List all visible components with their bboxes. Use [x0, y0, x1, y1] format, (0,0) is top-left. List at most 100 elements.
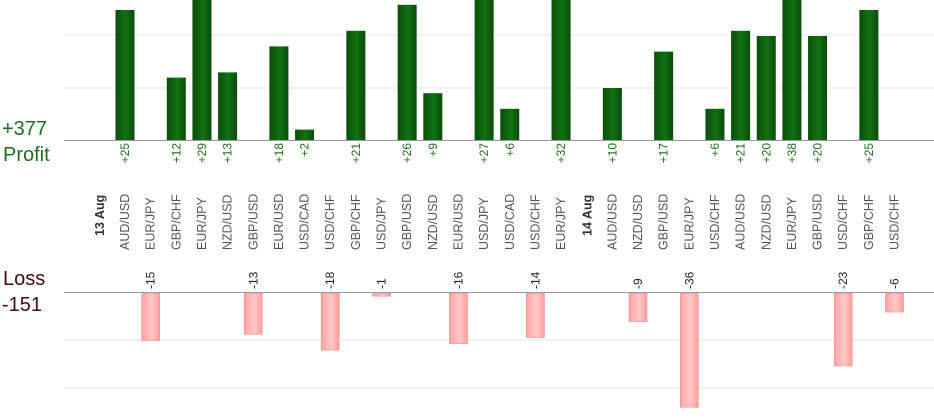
value-label: +17 — [657, 143, 671, 164]
value-label: +21 — [349, 143, 363, 164]
category-label: USD/CAD — [298, 194, 312, 250]
category-label: GBP/CHF — [169, 194, 183, 250]
category-label: AUD/USD — [118, 194, 132, 250]
loss-bar — [243, 292, 263, 335]
loss-bar — [833, 292, 853, 367]
value-label: +20 — [811, 143, 825, 164]
value-label: +6 — [708, 143, 722, 157]
category-label: NZD/USD — [631, 194, 645, 250]
value-label: -1 — [375, 278, 389, 289]
profit-bar — [756, 36, 776, 140]
category-label: GBP/USD — [400, 194, 414, 250]
profit-bar — [295, 129, 315, 140]
value-label: +10 — [605, 143, 619, 164]
profit-bar — [782, 0, 802, 141]
profit-bar — [192, 0, 212, 141]
value-label: +38 — [785, 143, 799, 164]
profit-bar — [474, 0, 494, 140]
value-label: -9 — [631, 278, 645, 289]
profit-bar — [654, 51, 674, 140]
profit-bar — [346, 30, 366, 140]
category-label: NZD/USD — [221, 194, 235, 250]
loss-bar — [526, 292, 545, 338]
category-label: EUR/JPY — [785, 197, 799, 250]
profit-bar — [397, 4, 417, 140]
loss-bar — [679, 292, 699, 408]
value-label: +25 — [862, 143, 876, 164]
profit-bar — [859, 10, 879, 140]
value-label: -15 — [144, 271, 158, 289]
loss-bar — [449, 292, 468, 345]
bars — [115, 0, 904, 408]
value-label: -6 — [888, 278, 902, 289]
category-label: GBP/CHF — [349, 194, 363, 250]
value-label: +26 — [400, 143, 414, 164]
category-label: USD/CAD — [503, 194, 517, 250]
profit-total: +377 — [2, 118, 48, 140]
category-label: GBP/CHF — [862, 194, 876, 250]
category-label: EUR/USD — [451, 194, 465, 250]
value-label: +25 — [118, 143, 132, 164]
category-label: EUR/JPY — [554, 197, 568, 250]
value-labels: +25 -15 +12 +29 +13 -13 +18 +2 -18 +21 -1 +26 +9 -16 +… — [118, 143, 902, 289]
value-label: +6 — [503, 143, 517, 157]
value-label: -23 — [836, 271, 850, 289]
category-label: USD/JPY — [375, 197, 389, 250]
profit-bar — [500, 108, 520, 140]
loss-total: -151 — [2, 294, 43, 316]
value-label: +13 — [221, 143, 235, 164]
category-label: USD/CHF — [708, 194, 722, 250]
value-label: -18 — [323, 271, 337, 289]
loss-bar — [372, 292, 391, 297]
category-label: EUR/JPY — [682, 197, 696, 250]
value-label: +29 — [195, 143, 209, 164]
loss-bar — [628, 292, 648, 322]
value-label: +32 — [554, 143, 568, 164]
profit-bar — [808, 36, 828, 140]
profit-label: Profit — [3, 144, 50, 166]
category-label: NZD/USD — [759, 194, 773, 250]
value-label: +27 — [477, 143, 491, 164]
profit-bar — [115, 10, 135, 140]
category-label: EUR/JPY — [195, 197, 209, 250]
loss-bar — [141, 292, 160, 341]
category-label: USD/JPY — [477, 197, 491, 250]
category-label: NZD/USD — [426, 194, 440, 250]
loss-label: Loss — [3, 268, 46, 290]
category-label: EUR/USD — [272, 194, 286, 250]
category-label: USD/CHF — [323, 194, 337, 250]
category-label: EUR/JPY — [144, 197, 158, 250]
value-label: +9 — [426, 143, 440, 157]
profit-bar — [423, 93, 443, 140]
profit-bar — [218, 72, 238, 140]
axes — [64, 140, 934, 293]
value-label: -16 — [451, 271, 465, 289]
value-label: +2 — [298, 143, 312, 157]
profit-bar — [551, 0, 571, 140]
profit-bar — [731, 30, 751, 140]
value-label: -13 — [246, 271, 260, 289]
value-label: -14 — [528, 271, 542, 289]
value-label: +18 — [272, 143, 286, 164]
category-label: USD/CHF — [888, 194, 902, 250]
profit-bar — [269, 46, 289, 140]
profit-bar — [705, 108, 725, 140]
value-label: +21 — [734, 143, 748, 164]
category-label: AUD/USD — [605, 194, 619, 250]
category-label: GBP/USD — [246, 194, 260, 250]
category-label: GBP/USD — [657, 194, 671, 250]
profit-bar — [166, 77, 186, 140]
category-labels: AUD/USD EUR/JPY GBP/CHF EUR/JPY NZD/USD GBP/U… — [93, 194, 902, 250]
date-group-label: 13 Aug — [93, 195, 107, 236]
value-label: -36 — [682, 271, 696, 289]
category-label: USD/CHF — [836, 194, 850, 250]
category-label: GBP/USD — [811, 194, 825, 250]
category-label: AUD/USD — [734, 194, 748, 250]
value-label: +20 — [759, 143, 773, 164]
loss-bar — [885, 292, 904, 313]
value-label: +12 — [169, 143, 183, 164]
profit-bar — [602, 88, 622, 140]
category-label: USD/CHF — [528, 194, 542, 250]
loss-bar — [320, 292, 340, 351]
